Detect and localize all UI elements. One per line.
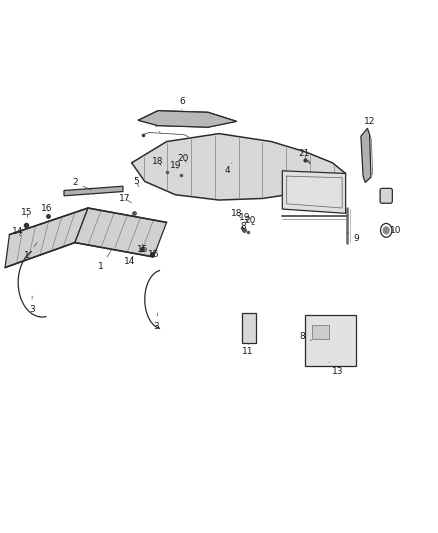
Text: 6: 6: [179, 97, 185, 109]
Text: 8: 8: [240, 222, 255, 231]
Circle shape: [383, 227, 389, 234]
Polygon shape: [75, 208, 166, 257]
Text: 2: 2: [72, 178, 91, 190]
Text: 5: 5: [133, 177, 139, 187]
Text: 1: 1: [24, 243, 37, 260]
Text: 18: 18: [152, 157, 164, 166]
Text: 14: 14: [11, 228, 23, 237]
Text: 9: 9: [347, 232, 360, 243]
Text: 13: 13: [329, 362, 343, 376]
Text: 3: 3: [29, 296, 35, 313]
Polygon shape: [361, 128, 371, 182]
FancyBboxPatch shape: [305, 316, 356, 367]
Text: 21: 21: [298, 149, 310, 159]
Text: 4: 4: [225, 163, 232, 175]
FancyBboxPatch shape: [380, 188, 392, 203]
Text: 10: 10: [390, 226, 402, 235]
FancyBboxPatch shape: [242, 313, 256, 343]
Text: 20: 20: [245, 216, 256, 225]
Text: 11: 11: [242, 343, 253, 356]
Polygon shape: [283, 171, 346, 213]
FancyBboxPatch shape: [312, 325, 328, 339]
Text: 16: 16: [148, 249, 159, 260]
Text: 8: 8: [299, 332, 311, 341]
Polygon shape: [5, 208, 88, 268]
Text: 18: 18: [231, 209, 242, 218]
Text: 16: 16: [41, 204, 52, 213]
Text: 19: 19: [239, 213, 250, 222]
Polygon shape: [64, 186, 123, 196]
Text: 22: 22: [378, 192, 390, 201]
Text: 17: 17: [120, 194, 131, 203]
Text: 20: 20: [177, 154, 189, 163]
Text: 19: 19: [170, 161, 181, 170]
Text: 7: 7: [153, 119, 160, 133]
Text: 1: 1: [98, 250, 111, 271]
Text: 12: 12: [364, 117, 375, 130]
Polygon shape: [138, 111, 237, 127]
Text: 14: 14: [124, 256, 135, 265]
Text: 15: 15: [137, 244, 148, 254]
Text: 15: 15: [21, 208, 33, 217]
Text: 3: 3: [153, 313, 159, 330]
Polygon shape: [132, 134, 346, 200]
